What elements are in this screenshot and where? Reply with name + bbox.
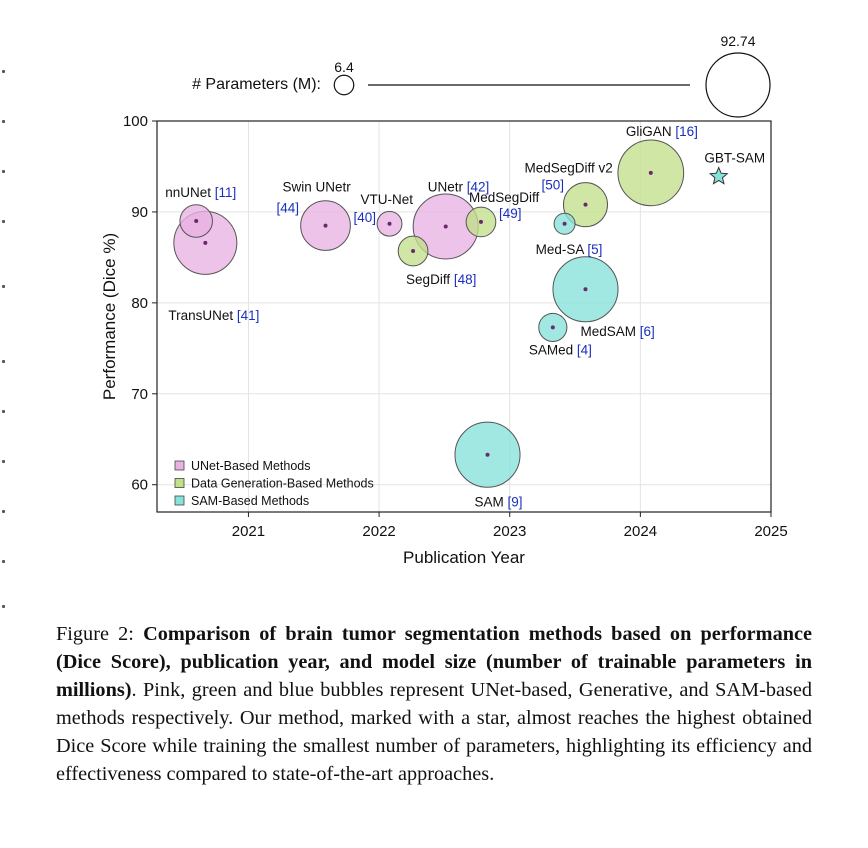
y-tick-label: 80 <box>131 295 148 312</box>
plot-frame <box>156 120 772 513</box>
bubble-center-dot <box>323 223 328 228</box>
point-reference: [4] <box>577 342 592 357</box>
point-reference: [44] <box>277 201 300 216</box>
page-margin-marks <box>2 60 14 620</box>
size-legend-max-circle <box>705 52 771 118</box>
size-legend-min-circle <box>333 74 355 96</box>
bubble-center-dot <box>443 224 448 229</box>
point-label: MedSegDiff v2 <box>524 161 612 176</box>
x-tick-label: 2022 <box>362 523 395 540</box>
highlight-star-marker <box>708 166 729 185</box>
legend-entry: SAM-Based Methods <box>191 494 309 508</box>
point-label: VTU-Net <box>361 192 414 207</box>
bubble-center-dot <box>485 452 490 457</box>
point-label: Swin UNetr <box>283 180 352 195</box>
x-tick-label: 2023 <box>493 523 526 540</box>
bubble-center-dot <box>648 170 653 175</box>
point-reference: [48] <box>454 272 477 287</box>
point-name: SegDiff <box>406 272 454 287</box>
point-reference: [6] <box>640 324 655 339</box>
point-name: GliGAN <box>626 124 676 139</box>
y-tick-label: 90 <box>131 204 148 221</box>
point-reference: [50] <box>541 178 564 193</box>
point-label: TransUNet [41] <box>168 308 259 323</box>
point-reference: [11] <box>215 185 237 200</box>
bubble-chart: GBT-SAM nnUNet [11] TransUNet [41] Swin UNe… <box>100 33 788 567</box>
point-label: UNetr [42] <box>428 179 490 194</box>
y-tick-label: 100 <box>123 113 148 130</box>
figure-caption: Figure 2: Comparison of brain tumor segm… <box>56 620 812 788</box>
point-reference: [5] <box>587 242 602 257</box>
point-label: SegDiff [48] <box>406 272 476 287</box>
y-tick-label: 60 <box>131 477 148 494</box>
bubble-center-dot <box>411 249 416 254</box>
x-tick-label: 2025 <box>754 523 787 540</box>
caption-rest: . Pink, green and blue bubbles represent… <box>56 679 812 785</box>
point-reference: [40] <box>354 210 377 225</box>
y-tick-label: 70 <box>131 386 148 403</box>
y-axis-label: Performance (Dice %) <box>100 233 119 400</box>
point-name: UNetr <box>428 179 467 194</box>
point-label: MedSegDiff <box>469 190 540 205</box>
legend-entry: UNet-Based Methods <box>191 459 311 473</box>
bubble-center-dot <box>203 240 208 245</box>
point-label: MedSAM [6] <box>580 324 654 339</box>
size-legend-label: # Parameters (M): <box>192 76 321 93</box>
point-name: nnUNet <box>165 185 215 200</box>
point-label: Med-SA [5] <box>536 242 603 257</box>
bubble-center-dot <box>583 287 588 292</box>
x-axis-label: Publication Year <box>403 548 525 567</box>
point-label: nnUNet [11] <box>165 185 236 200</box>
point-name: MedSAM <box>580 324 639 339</box>
bubble-center-dot <box>562 221 567 226</box>
point-name: SAM <box>475 495 508 510</box>
x-tick-label: 2021 <box>232 523 265 540</box>
point-name: Med-SA <box>536 242 588 257</box>
point-label: SAMed [4] <box>529 342 592 357</box>
x-tick-label: 2024 <box>624 523 657 540</box>
point-reference: [41] <box>237 308 260 323</box>
point-label: GliGAN [16] <box>626 124 698 139</box>
point-reference: [16] <box>675 124 698 139</box>
point-label: SAM [9] <box>475 495 523 510</box>
size-legend-min-label: 6.4 <box>334 59 354 75</box>
legend-entry: Data Generation-Based Methods <box>191 477 374 491</box>
size-legend-max-label: 92.74 <box>720 33 755 49</box>
point-reference: [9] <box>508 495 523 510</box>
bubble-center-dot <box>194 219 199 224</box>
point-reference: [42] <box>467 179 490 194</box>
bubble-center-dot <box>478 219 483 224</box>
legend-swatch <box>174 495 185 506</box>
bubble-center-dot <box>550 325 555 330</box>
legend-swatch <box>174 460 185 471</box>
bubble-center-dot <box>387 221 392 226</box>
caption-bold: Comparison of brain tumor segmentation m… <box>56 623 813 701</box>
caption-prefix: Figure 2: <box>56 623 144 645</box>
point-reference: [49] <box>499 206 522 221</box>
point-name: SAMed <box>529 342 577 357</box>
point-name: TransUNet <box>168 308 237 323</box>
bubble-center-dot <box>583 202 588 207</box>
highlight-label: GBT-SAM <box>704 150 765 165</box>
legend-swatch <box>174 478 185 488</box>
